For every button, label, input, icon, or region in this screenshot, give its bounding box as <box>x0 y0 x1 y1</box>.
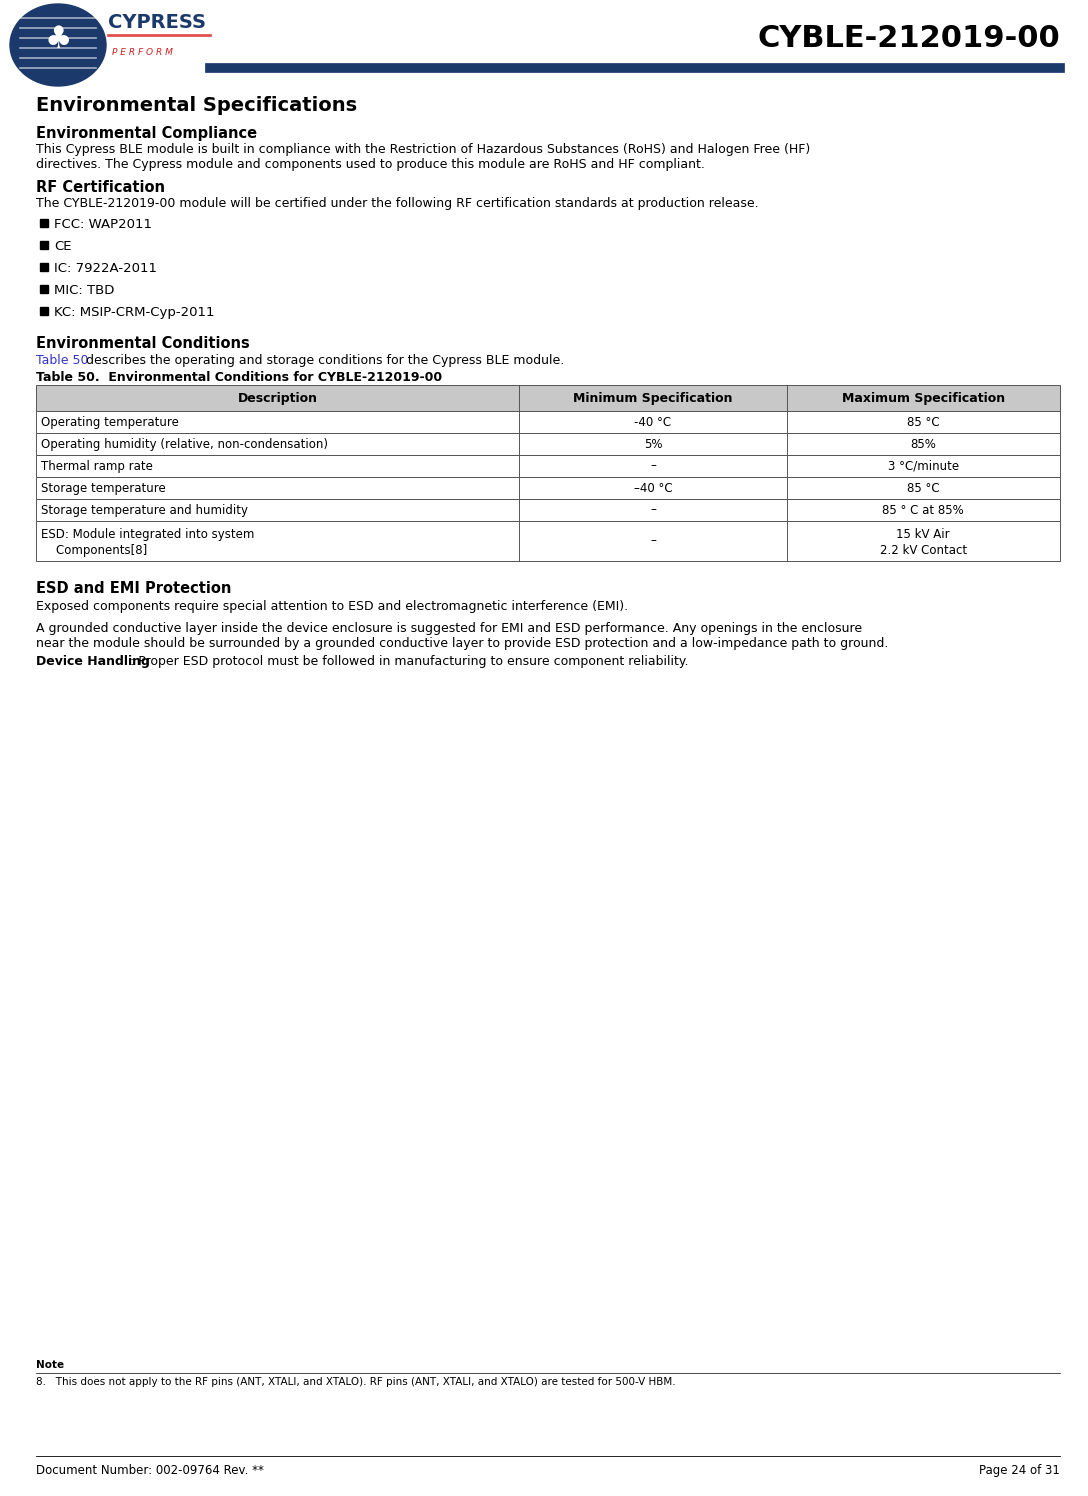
Text: Page 24 of 31: Page 24 of 31 <box>979 1465 1060 1477</box>
Text: Storage temperature and humidity: Storage temperature and humidity <box>41 504 248 516</box>
Text: Table 50: Table 50 <box>36 355 88 367</box>
Text: Environmental Conditions: Environmental Conditions <box>36 337 250 352</box>
Text: RF Certification: RF Certification <box>36 180 165 194</box>
Text: 3 °C/minute: 3 °C/minute <box>888 459 959 473</box>
Text: Note: Note <box>36 1360 64 1370</box>
Text: Thermal ramp rate: Thermal ramp rate <box>41 459 153 473</box>
Bar <box>40 286 48 293</box>
Text: Maximum Specification: Maximum Specification <box>842 392 1005 404</box>
Text: CYPRESS: CYPRESS <box>108 12 206 31</box>
Text: 85 °C: 85 °C <box>907 482 940 495</box>
Bar <box>40 263 48 271</box>
Text: 5%: 5% <box>644 437 663 450</box>
Text: : Proper ESD protocol must be followed in manufacturing to ensure component reli: : Proper ESD protocol must be followed i… <box>131 655 689 669</box>
Text: Components[8]: Components[8] <box>41 545 147 557</box>
Text: P E R F O R M: P E R F O R M <box>112 48 173 57</box>
Text: –: – <box>650 504 656 516</box>
Text: 85%: 85% <box>911 437 937 450</box>
Text: Device Handling: Device Handling <box>36 655 150 669</box>
Text: 85 °C: 85 °C <box>907 416 940 428</box>
Text: 15 kV Air: 15 kV Air <box>897 528 950 542</box>
Text: -40 °C: -40 °C <box>634 416 671 428</box>
Bar <box>36 500 1060 521</box>
Text: Operating humidity (relative, non-condensation): Operating humidity (relative, non-conden… <box>41 437 327 450</box>
Text: directives. The Cypress module and components used to produce this module are Ro: directives. The Cypress module and compo… <box>36 159 705 171</box>
Text: Description: Description <box>237 392 318 404</box>
Bar <box>40 218 48 227</box>
Bar <box>36 455 1060 477</box>
Text: Environmental Compliance: Environmental Compliance <box>36 126 257 141</box>
Bar <box>40 307 48 316</box>
Text: ESD: Module integrated into system: ESD: Module integrated into system <box>41 528 255 542</box>
Text: 8.   This does not apply to the RF pins (ANT, XTALI, and XTALO). RF pins (ANT, X: 8. This does not apply to the RF pins (A… <box>36 1376 676 1387</box>
Bar <box>36 477 1060 500</box>
Ellipse shape <box>10 4 106 85</box>
Text: –: – <box>650 459 656 473</box>
Text: Document Number: 002-09764 Rev. **: Document Number: 002-09764 Rev. ** <box>36 1465 264 1477</box>
Text: MIC: TBD: MIC: TBD <box>54 284 114 298</box>
Text: Exposed components require special attention to ESD and electromagnetic interfer: Exposed components require special atten… <box>36 600 628 613</box>
Text: –: – <box>650 534 656 548</box>
Text: ♣: ♣ <box>45 25 72 54</box>
Text: KC: MSIP-CRM-Cyp-2011: KC: MSIP-CRM-Cyp-2011 <box>54 307 214 319</box>
Text: Table 50.  Environmental Conditions for CYBLE-212019-00: Table 50. Environmental Conditions for C… <box>36 371 442 384</box>
Text: Minimum Specification: Minimum Specification <box>573 392 732 404</box>
Text: 85 ° C at 85%: 85 ° C at 85% <box>882 504 964 516</box>
Bar <box>36 411 1060 432</box>
Text: FCC: WAP2011: FCC: WAP2011 <box>54 218 152 230</box>
Text: A grounded conductive layer inside the device enclosure is suggested for EMI and: A grounded conductive layer inside the d… <box>36 622 862 634</box>
Bar <box>36 384 1060 411</box>
Text: Operating temperature: Operating temperature <box>41 416 178 428</box>
Text: Environmental Specifications: Environmental Specifications <box>36 96 357 115</box>
Text: Storage temperature: Storage temperature <box>41 482 165 495</box>
Text: ESD and EMI Protection: ESD and EMI Protection <box>36 580 232 595</box>
Bar <box>40 241 48 248</box>
Text: The CYBLE-212019-00 module will be certified under the following RF certificatio: The CYBLE-212019-00 module will be certi… <box>36 197 758 209</box>
Bar <box>36 432 1060 455</box>
Text: 2.2 kV Contact: 2.2 kV Contact <box>880 545 967 557</box>
Text: This Cypress BLE module is built in compliance with the Restriction of Hazardous: This Cypress BLE module is built in comp… <box>36 144 811 156</box>
Text: –40 °C: –40 °C <box>633 482 672 495</box>
Bar <box>36 521 1060 561</box>
Text: describes the operating and storage conditions for the Cypress BLE module.: describes the operating and storage cond… <box>82 355 565 367</box>
Text: near the module should be surrounded by a grounded conductive layer to provide E: near the module should be surrounded by … <box>36 637 889 649</box>
Text: CYBLE-212019-00: CYBLE-212019-00 <box>757 24 1060 52</box>
Text: CE: CE <box>54 239 72 253</box>
Text: IC: 7922A-2011: IC: 7922A-2011 <box>54 262 157 275</box>
